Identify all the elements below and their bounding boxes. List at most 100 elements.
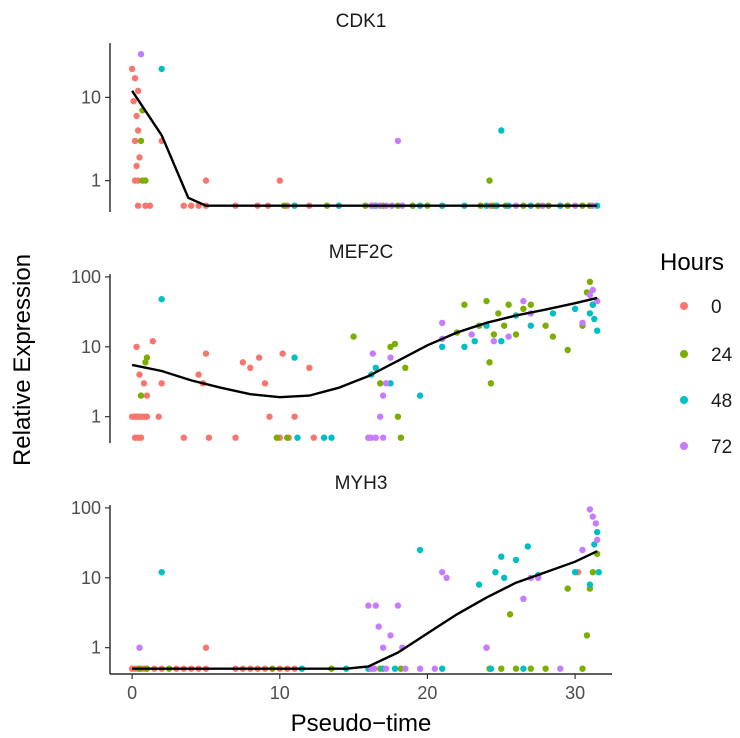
data-point-72h: [589, 286, 596, 294]
data-point-72h: [443, 574, 450, 581]
data-point-48h: [527, 322, 534, 329]
data-point-72h: [372, 602, 379, 609]
data-point-0h: [202, 177, 210, 184]
data-point-48h: [294, 434, 301, 441]
data-point-24h: [486, 359, 493, 366]
legend-swatch-24: [680, 350, 688, 358]
data-point-24h: [520, 305, 527, 312]
panel-cdk1: CDK1 1 10: [81, 11, 601, 212]
plot-area-cdk1: 1 10: [81, 43, 601, 212]
data-point-48h: [594, 327, 601, 334]
data-point-48h: [520, 665, 527, 672]
legend-item-48: 48: [680, 391, 732, 412]
data-point-24h: [527, 665, 534, 672]
data-point-72h: [379, 392, 387, 399]
data-point-72h: [505, 333, 512, 340]
data-point-0h: [276, 177, 283, 184]
y-tick-label: 100: [71, 498, 101, 518]
data-point-48h: [492, 569, 499, 576]
data-point-48h: [487, 665, 495, 672]
y-tick-label: 1: [91, 407, 101, 427]
data-point-0h: [291, 413, 298, 420]
data-point-24h: [377, 380, 384, 387]
data-point-72h: [520, 595, 527, 602]
y-axis-title: Relative Expression: [9, 254, 36, 466]
data-point-0h: [142, 202, 149, 209]
data-point-0h: [128, 65, 136, 73]
data-point-72h: [368, 434, 375, 441]
legend-label-24: 24: [711, 345, 733, 366]
trend-line-myh3: [132, 550, 598, 670]
legend-item-24: 24: [680, 345, 733, 366]
data-point-48h: [391, 665, 399, 672]
data-point-0h: [261, 380, 269, 387]
legend-label-0: 0: [711, 297, 722, 318]
data-point-24h: [487, 380, 495, 387]
data-point-48h: [595, 569, 602, 576]
panel-mef2c: MEF2C 1 10 100: [71, 242, 601, 443]
y-tick-label: 10: [81, 337, 101, 357]
data-point-24h: [486, 177, 493, 184]
data-point-24h: [394, 413, 402, 420]
data-point-24h: [542, 665, 549, 672]
data-point-0h: [134, 127, 142, 134]
data-point-72h: [483, 644, 490, 651]
data-point-72h: [416, 665, 424, 672]
data-point-72h: [365, 602, 372, 609]
data-point-0h: [180, 434, 187, 441]
data-point-48h: [586, 310, 594, 317]
data-point-24h: [397, 665, 405, 672]
x-axis-title: Pseudo−time: [291, 710, 432, 737]
data-point-48h: [158, 296, 165, 303]
data-point-48h: [594, 528, 601, 536]
legend: Hours 0 24 48 72: [660, 249, 733, 458]
data-point-0h: [140, 380, 148, 387]
data-point-24h: [397, 434, 405, 441]
data-point-24h: [589, 569, 596, 576]
y-tick-label: 1: [91, 638, 101, 658]
data-point-24h: [586, 278, 594, 285]
data-point-48h: [158, 65, 165, 73]
data-point-0h: [133, 343, 140, 350]
data-point-72h: [387, 632, 394, 639]
data-point-0h: [306, 364, 313, 371]
data-point-48h: [571, 305, 579, 312]
data-point-0h: [133, 112, 140, 120]
data-point-72h: [439, 319, 446, 326]
data-point-72h: [594, 536, 601, 543]
data-point-0h: [266, 413, 273, 420]
data-point-24h: [505, 301, 512, 308]
data-point-0h: [180, 202, 187, 209]
data-point-48h: [461, 343, 468, 350]
data-point-48h: [549, 310, 557, 317]
data-point-0h: [131, 137, 139, 145]
data-point-0h: [133, 162, 140, 170]
data-point-24h: [350, 333, 357, 340]
data-point-48h: [498, 338, 505, 345]
data-point-72h: [394, 602, 402, 609]
data-point-72h: [394, 137, 402, 145]
x-axis: 0 10 20 30: [110, 673, 612, 703]
data-point-72h: [557, 665, 564, 672]
data-point-24h: [506, 611, 514, 618]
panel-title-cdk1: CDK1: [336, 11, 387, 32]
data-point-72h: [439, 569, 446, 576]
panel-title-myh3: MYH3: [335, 473, 388, 494]
x-tick-label: 20: [417, 683, 437, 703]
data-point-72h: [586, 291, 594, 299]
data-point-0h: [188, 202, 195, 209]
data-point-0h: [195, 371, 202, 378]
legend-swatch-48: [680, 396, 688, 404]
x-tick-label: 30: [565, 683, 585, 703]
data-point-0h: [136, 371, 143, 378]
data-point-24h: [495, 310, 502, 317]
data-point-48h: [372, 364, 379, 371]
data-point-72h: [369, 350, 376, 357]
data-point-72h: [136, 644, 143, 651]
legend-title: Hours: [660, 249, 724, 276]
data-point-0h: [155, 413, 162, 420]
data-point-0h: [205, 434, 213, 441]
data-point-0h: [310, 434, 317, 441]
data-point-48h: [501, 574, 508, 581]
data-point-0h: [239, 359, 247, 366]
